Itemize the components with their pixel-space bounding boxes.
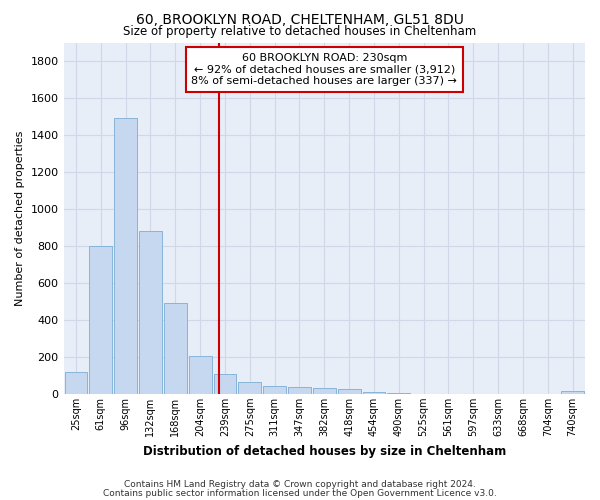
X-axis label: Distribution of detached houses by size in Cheltenham: Distribution of detached houses by size … (143, 444, 506, 458)
Bar (214, 374, 236, 394)
Bar (114, 118, 137, 394)
Bar (362, 392, 385, 394)
Bar (288, 388, 311, 394)
Bar (338, 390, 361, 394)
Bar (263, 386, 286, 394)
Bar (164, 304, 187, 394)
Bar (313, 388, 335, 394)
Bar (188, 356, 212, 394)
Bar (238, 382, 261, 394)
Text: Contains HM Land Registry data © Crown copyright and database right 2024.: Contains HM Land Registry data © Crown c… (124, 480, 476, 489)
Text: Size of property relative to detached houses in Cheltenham: Size of property relative to detached ho… (124, 25, 476, 38)
Bar (65, 372, 88, 394)
Text: 60 BROOKLYN ROAD: 230sqm
← 92% of detached houses are smaller (3,912)
8% of semi: 60 BROOKLYN ROAD: 230sqm ← 92% of detach… (191, 53, 457, 86)
Text: Contains public sector information licensed under the Open Government Licence v3: Contains public sector information licen… (103, 488, 497, 498)
Bar (561, 391, 584, 394)
Text: 60, BROOKLYN ROAD, CHELTENHAM, GL51 8DU: 60, BROOKLYN ROAD, CHELTENHAM, GL51 8DU (136, 12, 464, 26)
Bar (139, 231, 162, 394)
Bar (89, 246, 112, 394)
Y-axis label: Number of detached properties: Number of detached properties (15, 130, 25, 306)
